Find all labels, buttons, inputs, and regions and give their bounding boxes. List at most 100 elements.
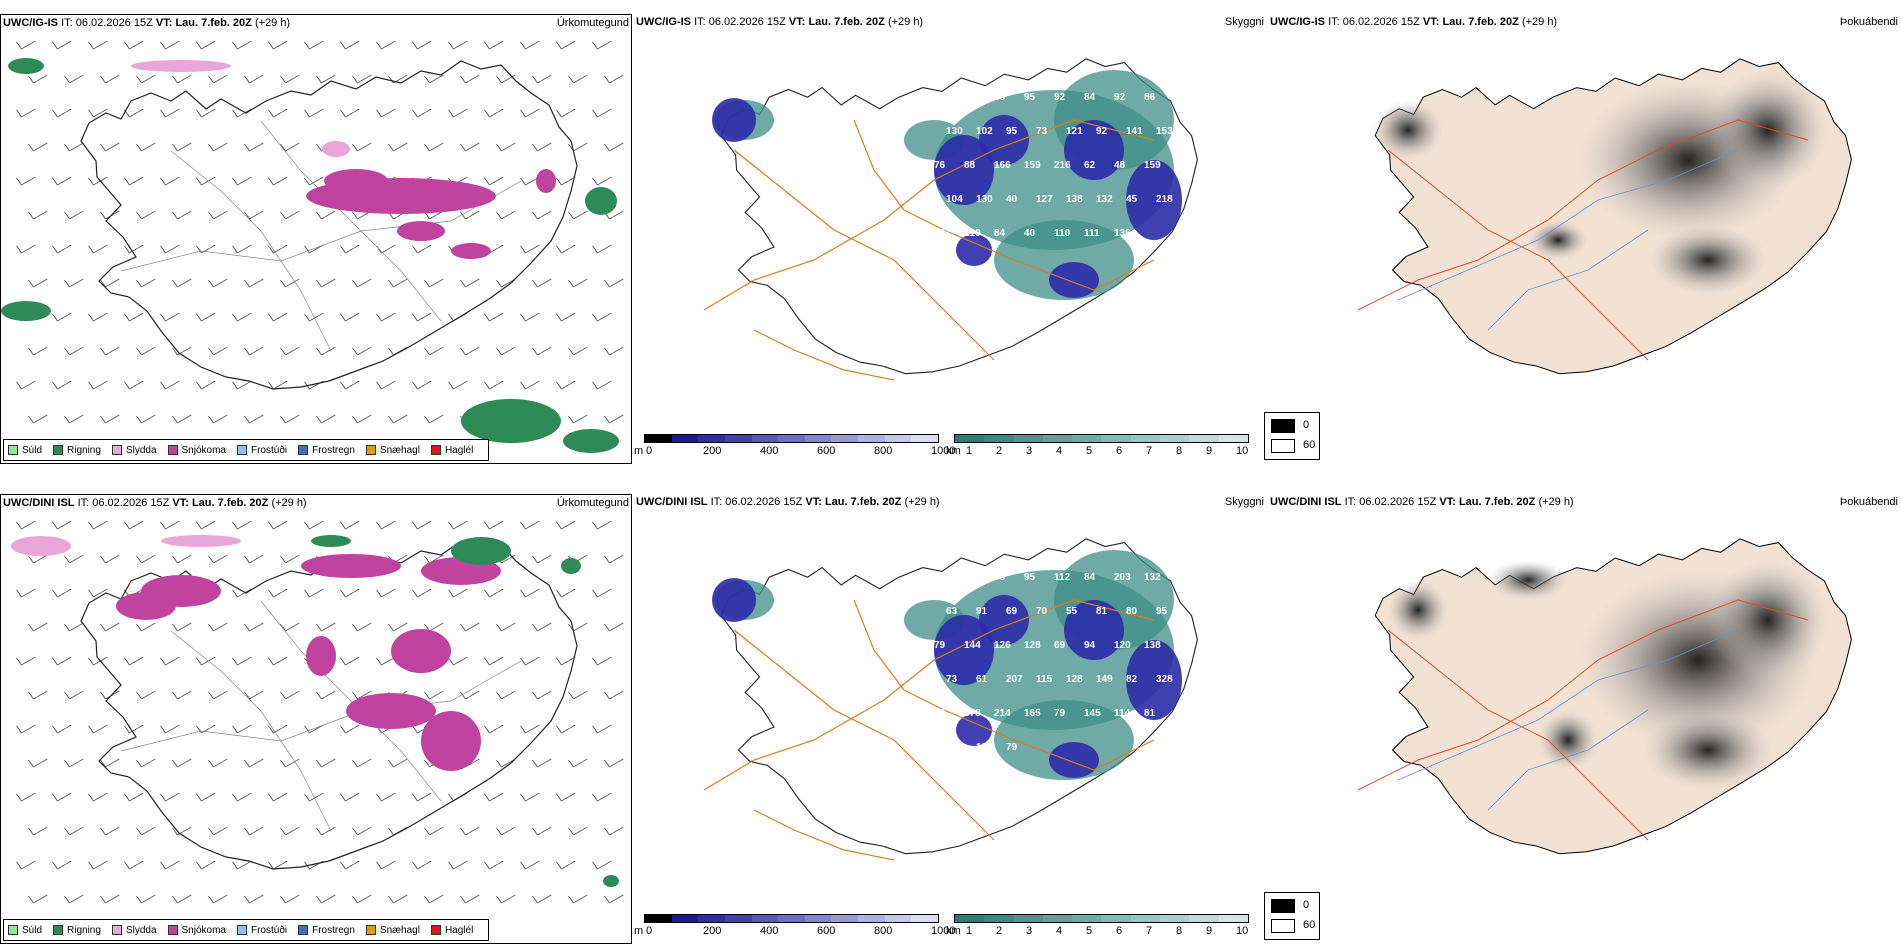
cloud-base-value: 378 — [964, 708, 981, 719]
wind-barb — [16, 724, 36, 734]
cloud-base-value: 88 — [994, 92, 1006, 103]
wind-barb — [316, 622, 336, 632]
fog-panel-header: UWC/IG-IS IT: 06.02.2026 15Z VT: Lau. 7.… — [1268, 14, 1900, 30]
fog-area — [1643, 710, 1773, 790]
fog-area — [1388, 580, 1448, 640]
cloud-visibility-map[interactable]: 114 109 78 95 112 84 203 132 63 91 69 70 55 81 80 95 79 1… — [634, 510, 1266, 920]
colorbar-tick: 200 — [703, 925, 722, 937]
wind-barb — [268, 588, 288, 598]
legend-label: Haglél — [444, 444, 474, 456]
wind-barb — [340, 656, 360, 666]
wind-barb — [352, 346, 372, 356]
wind-barb — [88, 724, 108, 734]
wind-barb — [532, 278, 552, 288]
precip-type-panel[interactable]: UWC/IG-IS IT: 06.02.2026 15Z VT: Lau. 7.… — [0, 14, 632, 464]
legend-label: Snjókoma — [181, 444, 226, 456]
cloud-visibility-map[interactable]: 120 146 88 95 92 84 92 86 130 102 95 73 121 92 141 153 7… — [634, 30, 1266, 440]
wind-barb — [208, 622, 228, 632]
legend-swatch — [53, 445, 64, 455]
wind-barb — [340, 520, 360, 530]
wind-barb — [244, 346, 264, 356]
roads-layer — [120, 120, 522, 352]
colorbar-tick: 7 — [1146, 445, 1153, 457]
wind-barb — [592, 40, 612, 50]
wind-barb — [172, 554, 192, 564]
legend-label: Haglél — [444, 924, 474, 936]
vt-value: Lau. 7.feb. 20Z — [1458, 496, 1536, 508]
model-name: UWC/IG-IS — [3, 17, 58, 29]
precip-map[interactable] — [1, 31, 631, 463]
wind-barb — [232, 108, 252, 118]
wind-barb — [424, 346, 444, 356]
legend-item: Snæhagl — [365, 445, 420, 456]
cloud-base-value: 95 — [1024, 92, 1036, 103]
fog-index-map[interactable] — [1268, 510, 1900, 920]
wind-barb — [316, 210, 336, 220]
wind-barb — [208, 758, 228, 768]
legend-label: 60 — [1303, 919, 1316, 931]
wind-barb — [208, 414, 228, 424]
vt-label: VT: — [805, 496, 822, 508]
wind-barb — [88, 588, 108, 598]
fog-panel-title: Þokuábendi — [1839, 16, 1898, 28]
colorbar-tick: 8 — [1176, 925, 1183, 937]
fog-index-map[interactable] — [1268, 30, 1900, 440]
wind-barb — [280, 554, 300, 564]
roads-layer — [703, 599, 1155, 861]
wind-barb — [496, 142, 516, 152]
fog-index-panel[interactable]: UWC/IG-IS IT: 06.02.2026 15Z VT: Lau. 7.… — [1268, 14, 1900, 464]
road-line — [120, 180, 522, 272]
wind-barb — [100, 210, 120, 220]
wind-barb — [484, 792, 504, 802]
wind-barb — [568, 894, 588, 904]
wind-barb — [340, 380, 360, 390]
wind-barb — [412, 40, 432, 50]
cloud-base-value: 92 — [1114, 92, 1126, 103]
visibility-colorbar: km 1 2 3 4 5 6 7 8 9 10 — [946, 914, 1256, 940]
wind-barb — [532, 74, 552, 84]
cloud-base-labels: 120 146 88 95 92 84 92 86 130 102 95 73 121 92 141 153 7… — [934, 92, 1173, 239]
fog-index-panel[interactable]: UWC/DINI ISL IT: 06.02.2026 15Z VT: Lau.… — [1268, 494, 1900, 944]
wind-barb — [484, 312, 504, 322]
river-line — [1487, 709, 1649, 811]
wind-barb — [232, 792, 252, 802]
wind-barb — [532, 758, 552, 768]
road-line — [703, 599, 1155, 791]
it-label: IT: — [61, 17, 73, 29]
cloud-base-value: 138 — [1066, 194, 1083, 205]
low-cloud-base-area — [1064, 600, 1124, 660]
wind-barb — [424, 826, 444, 836]
wind-barb — [124, 656, 144, 666]
legend-swatch — [236, 445, 247, 455]
cloud-visibility-panel[interactable]: UWC/DINI ISL IT: 06.02.2026 15Z VT: Lau.… — [634, 494, 1266, 944]
wind-barb — [100, 622, 120, 632]
rivers-layer — [1397, 629, 1739, 811]
low-cloud-base-area — [956, 234, 992, 266]
precip-map[interactable] — [1, 511, 631, 943]
wind-barb — [556, 176, 576, 186]
wind-barb — [28, 346, 48, 356]
wind-barb — [124, 40, 144, 50]
cloud-base-value: 216 — [1054, 160, 1071, 171]
wind-barb — [496, 74, 516, 84]
wind-barb — [208, 278, 228, 288]
wind-barb — [280, 142, 300, 152]
wind-barb — [460, 142, 480, 152]
cloud-visibility-panel[interactable]: UWC/IG-IS IT: 06.02.2026 15Z VT: Lau. 7.… — [634, 14, 1266, 464]
wind-barb — [520, 312, 540, 322]
wind-barb — [100, 554, 120, 564]
wind-barb — [424, 414, 444, 424]
wind-barb — [460, 210, 480, 220]
wind-barb — [604, 894, 624, 904]
wind-barb — [136, 346, 156, 356]
wind-barb — [316, 278, 336, 288]
precip-type-panel[interactable]: UWC/DINI ISL IT: 06.02.2026 15Z VT: Lau.… — [0, 494, 632, 944]
wind-barb — [604, 826, 624, 836]
wind-barb — [496, 894, 516, 904]
low-cloud-base-area — [934, 135, 994, 205]
wind-barb — [280, 826, 300, 836]
wind-barb — [16, 860, 36, 870]
fog-area — [1538, 710, 1598, 770]
cloud-base-value: 79 — [1054, 708, 1066, 719]
wind-barb — [64, 690, 84, 700]
